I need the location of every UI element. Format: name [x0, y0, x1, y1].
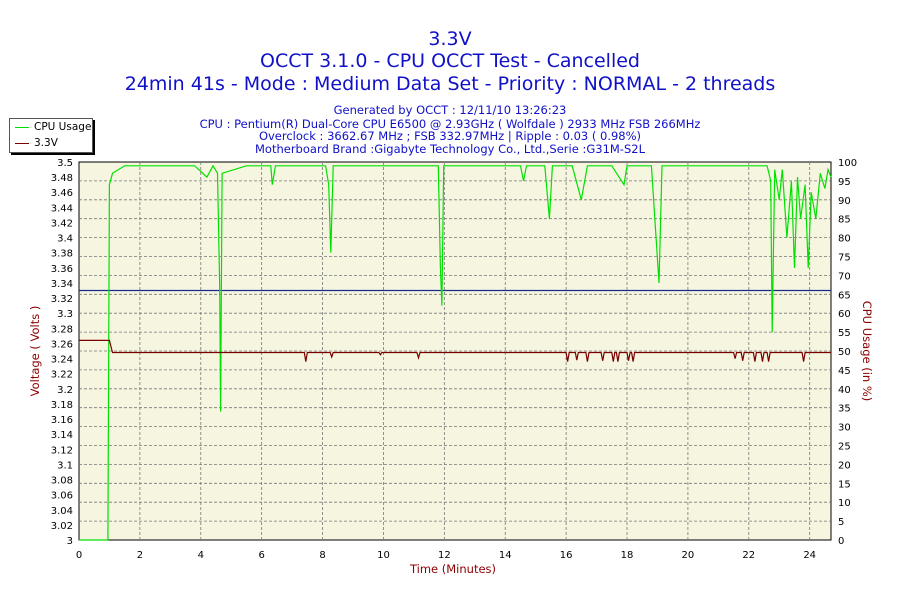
y-left-tick-label: 3.42 [51, 218, 73, 229]
y-right-tick-label: 50 [838, 347, 851, 358]
y-left-tick-label: 3.38 [51, 249, 73, 260]
x-tick-label: 12 [438, 550, 451, 561]
y-left-tick-label: 3.16 [51, 415, 73, 426]
y-left-tick-label: 3.2 [57, 385, 73, 396]
y-right-tick-label: 95 [838, 177, 851, 188]
y-left-tick-label: 3.24 [51, 355, 73, 366]
y-left-tick-label: 3.3 [57, 309, 73, 320]
y-left-tick-label: 3.46 [51, 188, 73, 199]
y-right-tick-label: 65 [838, 290, 851, 301]
legend-swatch-cpu-usage [15, 127, 29, 128]
legend-swatch-3v3 [15, 143, 29, 144]
y-right-tick-label: 100 [838, 158, 857, 169]
y-right-tick-label: 5 [838, 517, 844, 528]
x-axis-label: Time (Minutes) [409, 562, 496, 576]
y-right-tick-label: 75 [838, 253, 851, 264]
x-tick-label: 24 [803, 550, 816, 561]
y-right-tick-label: 30 [838, 423, 851, 434]
y-left-tick-label: 3.02 [51, 521, 73, 532]
legend-item-cpu-usage: CPU Usage [10, 121, 92, 135]
info-motherboard: Motherboard Brand :Gigabyte Technology C… [255, 142, 645, 156]
x-tick-label: 16 [560, 550, 573, 561]
y-left-tick-label: 3.32 [51, 294, 73, 305]
y-left-tick-label: 3.28 [51, 324, 73, 335]
y-left-tick-label: 3.4 [57, 234, 73, 245]
y-right-tick-label: 0 [838, 536, 844, 547]
y-right-tick-label: 25 [838, 442, 851, 453]
chart-subtitle-mode: 24min 41s - Mode : Medium Data Set - Pri… [124, 73, 776, 95]
series-group [79, 164, 832, 541]
info-cpu: CPU : Pentium(R) Dual-Core CPU E6500 @ 2… [199, 117, 701, 131]
x-tick-label: 22 [742, 550, 755, 561]
x-tick-label: 20 [682, 550, 695, 561]
y-left-tick-label: 3.06 [51, 491, 73, 502]
x-tick-label: 18 [621, 550, 634, 561]
y-left-tick-label: 3.1 [57, 460, 73, 471]
y-left-tick-label: 3.44 [51, 203, 73, 214]
y-right-tick-label: 35 [838, 404, 851, 415]
y-right-tick-label: 70 [838, 271, 851, 282]
y-right-tick-label: 55 [838, 328, 851, 339]
x-tick-label: 8 [319, 550, 325, 561]
legend: CPU Usage 3.3V [9, 118, 93, 153]
left-axis-ticks: 3 3.02 3.04 3.06 3.08 3.1 3.12 3.14 3.16 3.18 3.2 3… [51, 158, 73, 547]
y-right-tick-label: 80 [838, 234, 851, 245]
y-left-tick-label: 3.14 [51, 430, 73, 441]
series-line-cpu-usage [79, 164, 832, 541]
y-left-tick-label: 3.36 [51, 264, 73, 275]
y-right-tick-label: 15 [838, 479, 851, 490]
y-left-tick-label: 3 [67, 536, 73, 547]
legend-label-3v3: 3.3V [34, 137, 58, 149]
y-left-tick-label: 3.5 [57, 158, 73, 169]
legend-item-3v3: 3.3V [10, 137, 92, 151]
y-right-tick-label: 60 [838, 309, 851, 320]
y-right-tick-label: 90 [838, 196, 851, 207]
y-left-tick-label: 3.08 [51, 476, 73, 487]
right-axis-label: CPU Usage (in %) [860, 301, 874, 402]
y-right-tick-label: 45 [838, 366, 851, 377]
x-tick-label: 4 [198, 550, 204, 561]
info-overclock: Overclock : 3662.67 MHz ; FSB 332.97MHz … [258, 129, 642, 143]
right-axis-ticks: 0 5 10 15 20 25 30 35 40 45 50 55 60 65 70 75 80 85 90 95 10… [838, 158, 857, 547]
legend-label-cpu-usage: CPU Usage [34, 121, 92, 133]
y-right-tick-label: 40 [838, 385, 851, 396]
y-left-tick-label: 3.12 [51, 445, 73, 456]
y-left-tick-label: 3.22 [51, 370, 73, 381]
y-right-tick-label: 85 [838, 215, 851, 226]
x-tick-label: 10 [377, 550, 390, 561]
grid [79, 162, 831, 540]
x-tick-label: 14 [499, 550, 512, 561]
y-left-tick-label: 3.04 [51, 506, 73, 517]
y-right-tick-label: 20 [838, 460, 851, 471]
x-tick-label: 6 [258, 550, 264, 561]
chart-subtitle-test: OCCT 3.1.0 - CPU OCCT Test - Cancelled [260, 50, 640, 72]
chart-title: 3.3V [428, 28, 472, 50]
info-generated: Generated by OCCT : 12/11/10 13:26:23 [333, 103, 567, 117]
x-tick-label: 0 [76, 550, 82, 561]
x-tick-label: 2 [137, 550, 143, 561]
y-left-tick-label: 3.18 [51, 400, 73, 411]
left-axis-label: Voltage ( Volts ) [28, 306, 42, 397]
y-left-tick-label: 3.34 [51, 279, 73, 290]
y-right-tick-label: 10 [838, 498, 851, 509]
x-axis-ticks: 0 2 4 6 8 10 12 14 16 18 20 22 24 [76, 550, 816, 561]
y-left-tick-label: 3.48 [51, 173, 73, 184]
y-left-tick-label: 3.26 [51, 339, 73, 350]
series-line-3v3 [79, 339, 831, 362]
